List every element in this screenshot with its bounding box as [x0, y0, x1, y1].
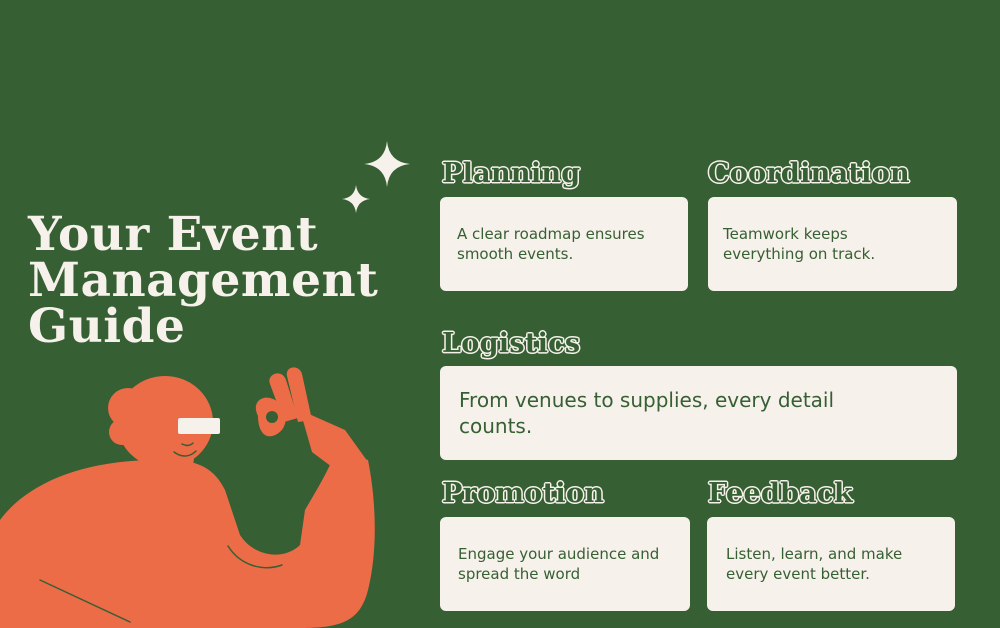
promotion-heading: Promotion: [442, 478, 605, 509]
promotion-text: Engage your audience and spread the word: [458, 545, 660, 583]
planning-heading: Planning: [442, 158, 581, 189]
promotion-card: Engage your audience and spread the word: [440, 517, 690, 611]
logistics-text: From venues to supplies, every detail co…: [459, 388, 835, 438]
coordination-text: Teamwork keeps everything on track.: [723, 225, 876, 263]
coordination-card: Teamwork keeps everything on track.: [708, 197, 957, 291]
sparkle-small-icon: [342, 185, 370, 213]
person-ok-gesture-illustration: [0, 367, 375, 628]
sparkle-large-icon: [364, 141, 410, 187]
title-line-3: Guide: [28, 299, 186, 354]
logistics-card: From venues to supplies, every detail co…: [440, 366, 957, 460]
coordination-heading: Coordination: [708, 158, 910, 189]
logistics-heading: Logistics: [442, 328, 581, 359]
feedback-card: Listen, learn, and make every event bett…: [707, 517, 955, 611]
planning-card: A clear roadmap ensures smooth events.: [440, 197, 688, 291]
feedback-text: Listen, learn, and make every event bett…: [726, 545, 903, 583]
page-title: Your Event Management Guide: [28, 207, 379, 354]
planning-text: A clear roadmap ensures smooth events.: [457, 225, 645, 263]
title-line-1: Your Event: [28, 207, 319, 262]
feedback-heading: Feedback: [708, 478, 853, 509]
title-line-2: Management: [28, 253, 379, 308]
